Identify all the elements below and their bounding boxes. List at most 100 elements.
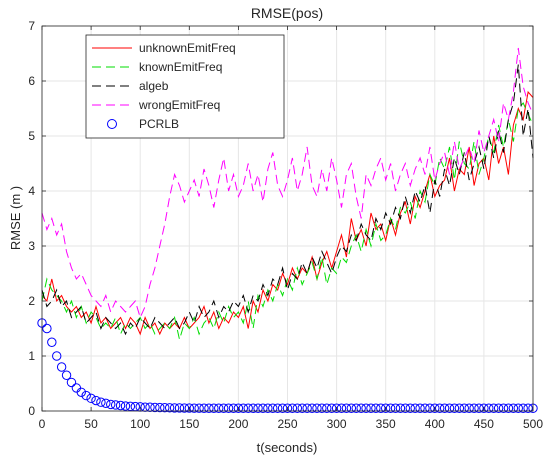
pcrlb-point: [297, 403, 307, 413]
pcrlb-point: [503, 403, 514, 413]
pcrlb-point: [479, 403, 489, 413]
pcrlb-point: [513, 403, 523, 413]
pcrlb-point: [101, 398, 111, 408]
pcrlb-point: [263, 403, 273, 413]
legend-item: PCRLB: [107, 117, 179, 131]
pcrlb-point: [322, 403, 332, 413]
series-layer: [37, 47, 538, 413]
pcrlb-point: [272, 403, 283, 413]
legend-item: unknownEmitFreq: [92, 41, 236, 55]
pcrlb-point: [125, 401, 136, 412]
legend-item: wrongEmitFreq: [92, 98, 220, 112]
pcrlb-point: [523, 403, 533, 413]
pcrlb-point: [302, 403, 312, 413]
x-tick-label: 100: [130, 417, 150, 431]
pcrlb-point: [381, 403, 391, 413]
legend-item: algeb: [92, 79, 169, 93]
pcrlb-point: [474, 403, 484, 413]
pcrlb-point: [400, 403, 411, 413]
pcrlb-point: [410, 403, 420, 413]
pcrlb-point: [430, 403, 440, 413]
pcrlb-point: [518, 403, 528, 413]
pcrlb-point: [218, 403, 229, 413]
pcrlb-point: [110, 400, 121, 410]
y-axis-label: RMSE (m ): [8, 186, 23, 250]
pcrlb-point: [292, 403, 303, 413]
pcrlb-point: [179, 403, 190, 413]
pcrlb-point: [164, 403, 175, 413]
pcrlb-point: [351, 403, 361, 413]
y-tick-label: 7: [28, 19, 35, 33]
series-line-unknownemitfreq: [41, 90, 534, 336]
y-tick-label: 0: [28, 404, 35, 418]
x-tick-label: 450: [474, 417, 494, 431]
legend-box: [85, 34, 285, 139]
pcrlb-point: [189, 403, 199, 413]
y-tick-label: 6: [28, 74, 35, 88]
x-tick-label: 400: [425, 417, 445, 431]
x-tick-label: 350: [376, 417, 396, 431]
legend-label: unknownEmitFreq: [139, 41, 236, 55]
pcrlb-point: [115, 400, 126, 411]
x-axis-label: t(seconds): [257, 440, 318, 455]
pcrlb-point: [277, 403, 288, 413]
series-line-wrongemitfreq: [41, 47, 534, 319]
legend-label: knownEmitFreq: [139, 60, 222, 74]
pcrlb-point: [145, 402, 155, 412]
legend-marker: [107, 119, 117, 129]
pcrlb-point: [317, 403, 327, 413]
pcrlb-point: [459, 403, 469, 413]
chart-title: RMSE(pos): [251, 5, 323, 21]
pcrlb-point: [150, 402, 160, 413]
pcrlb-point: [489, 403, 499, 413]
x-tick-label: 50: [84, 417, 98, 431]
pcrlb-point: [66, 377, 77, 388]
pcrlb-point: [371, 403, 381, 413]
x-tick-label: 250: [277, 417, 297, 431]
x-tick-label: 300: [327, 417, 347, 431]
pcrlb-point: [258, 403, 268, 413]
pcrlb-point: [508, 403, 519, 413]
pcrlb-point: [415, 403, 425, 413]
pcrlb-point: [469, 403, 479, 413]
pcrlb-point: [160, 403, 170, 413]
pcrlb-point: [174, 403, 185, 413]
pcrlb-point: [439, 403, 450, 413]
pcrlb-point: [199, 403, 209, 413]
y-tick-label: 3: [28, 239, 35, 253]
pcrlb-point: [366, 403, 376, 413]
pcrlb-point: [336, 403, 347, 413]
legend-label: algeb: [139, 79, 169, 93]
pcrlb-point: [361, 403, 371, 413]
pcrlb-point: [435, 403, 445, 413]
pcrlb-point: [312, 403, 322, 413]
pcrlb-point: [81, 390, 91, 401]
series-line-algeb: [41, 64, 534, 336]
pcrlb-point: [425, 403, 435, 413]
pcrlb-point: [86, 393, 96, 404]
series-pcrlb: [37, 318, 538, 413]
pcrlb-point: [248, 403, 258, 413]
pcrlb-point: [253, 403, 263, 413]
pcrlb-point: [96, 397, 106, 407]
pcrlb-point: [61, 370, 72, 380]
pcrlb-point: [390, 403, 401, 413]
pcrlb-point: [42, 323, 52, 334]
pcrlb-point: [52, 351, 62, 361]
pcrlb-point: [464, 403, 474, 413]
legend: unknownEmitFreq knownEmitFreq algeb wrongEm…: [85, 34, 285, 139]
pcrlb-point: [376, 403, 386, 413]
pcrlb-point: [449, 403, 460, 413]
pcrlb-point: [498, 403, 509, 413]
pcrlb-point: [204, 403, 214, 413]
pcrlb-point: [238, 403, 249, 413]
pcrlb-point: [184, 403, 195, 413]
pcrlb-point: [169, 403, 180, 413]
pcrlb-point: [331, 403, 342, 413]
pcrlb-point: [484, 403, 494, 413]
pcrlb-point: [287, 403, 298, 413]
pcrlb-point: [385, 403, 396, 413]
pcrlb-point: [356, 403, 366, 413]
pcrlb-point: [155, 402, 165, 413]
